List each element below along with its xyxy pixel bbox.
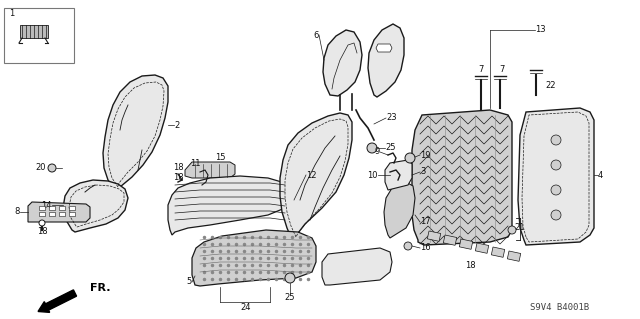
Text: 16: 16: [420, 243, 431, 253]
Text: 8: 8: [15, 207, 20, 217]
Text: 13: 13: [535, 26, 546, 34]
Circle shape: [551, 135, 561, 145]
Circle shape: [551, 210, 561, 220]
Bar: [39, 212, 45, 216]
Text: 18: 18: [36, 227, 47, 236]
Bar: [428, 231, 441, 241]
Circle shape: [367, 143, 377, 153]
Circle shape: [48, 164, 56, 172]
Text: 25: 25: [285, 293, 295, 302]
Text: 4: 4: [598, 170, 604, 180]
Text: S9V4 B4001B: S9V4 B4001B: [530, 303, 589, 313]
FancyArrow shape: [38, 290, 77, 312]
Polygon shape: [323, 30, 362, 96]
Polygon shape: [385, 160, 412, 190]
Text: 1: 1: [10, 10, 15, 19]
Text: 12: 12: [306, 170, 317, 180]
Text: 23: 23: [386, 114, 397, 122]
Text: 24: 24: [241, 303, 252, 313]
Text: 18: 18: [465, 262, 476, 271]
Polygon shape: [376, 44, 392, 52]
Bar: [460, 239, 473, 249]
Text: 20: 20: [35, 164, 46, 173]
Circle shape: [39, 220, 45, 226]
Text: 7: 7: [478, 65, 484, 75]
Polygon shape: [63, 180, 128, 232]
Circle shape: [405, 153, 415, 163]
Bar: [49, 212, 55, 216]
Text: 15: 15: [215, 152, 225, 161]
Polygon shape: [412, 110, 512, 245]
Text: 5: 5: [187, 278, 192, 286]
Polygon shape: [518, 108, 594, 245]
Text: 19: 19: [420, 151, 431, 160]
Text: 17: 17: [420, 218, 431, 226]
Text: 18: 18: [173, 164, 183, 173]
Text: 18: 18: [173, 174, 183, 182]
Circle shape: [551, 160, 561, 170]
Polygon shape: [185, 162, 235, 178]
Polygon shape: [103, 75, 168, 190]
Circle shape: [551, 185, 561, 195]
Polygon shape: [384, 182, 415, 238]
Polygon shape: [280, 113, 352, 240]
Text: 25: 25: [385, 144, 396, 152]
Bar: [492, 247, 505, 257]
Text: 6: 6: [314, 31, 319, 40]
Bar: [69, 206, 75, 210]
Polygon shape: [168, 176, 290, 235]
Text: 10: 10: [367, 170, 378, 180]
Circle shape: [404, 242, 412, 250]
Text: 11: 11: [189, 159, 200, 167]
Text: FR.: FR.: [90, 283, 111, 293]
Bar: [508, 251, 521, 261]
Bar: [49, 206, 55, 210]
Polygon shape: [322, 248, 392, 285]
Text: 3: 3: [420, 167, 426, 176]
Circle shape: [285, 273, 295, 283]
Text: 2: 2: [174, 121, 179, 130]
Bar: [444, 235, 457, 245]
Bar: [59, 206, 65, 210]
Text: 9: 9: [375, 147, 380, 157]
Bar: [59, 212, 65, 216]
Bar: [4, 8, 74, 63]
Text: 7: 7: [499, 65, 505, 75]
Polygon shape: [192, 230, 316, 286]
Text: 14: 14: [42, 201, 52, 210]
Bar: [476, 243, 489, 253]
Bar: [69, 212, 75, 216]
Bar: [39, 206, 45, 210]
Circle shape: [508, 226, 516, 234]
Text: 21: 21: [514, 224, 525, 233]
Polygon shape: [28, 202, 90, 222]
Polygon shape: [368, 24, 404, 97]
Polygon shape: [20, 25, 48, 38]
Text: 22: 22: [545, 80, 556, 90]
